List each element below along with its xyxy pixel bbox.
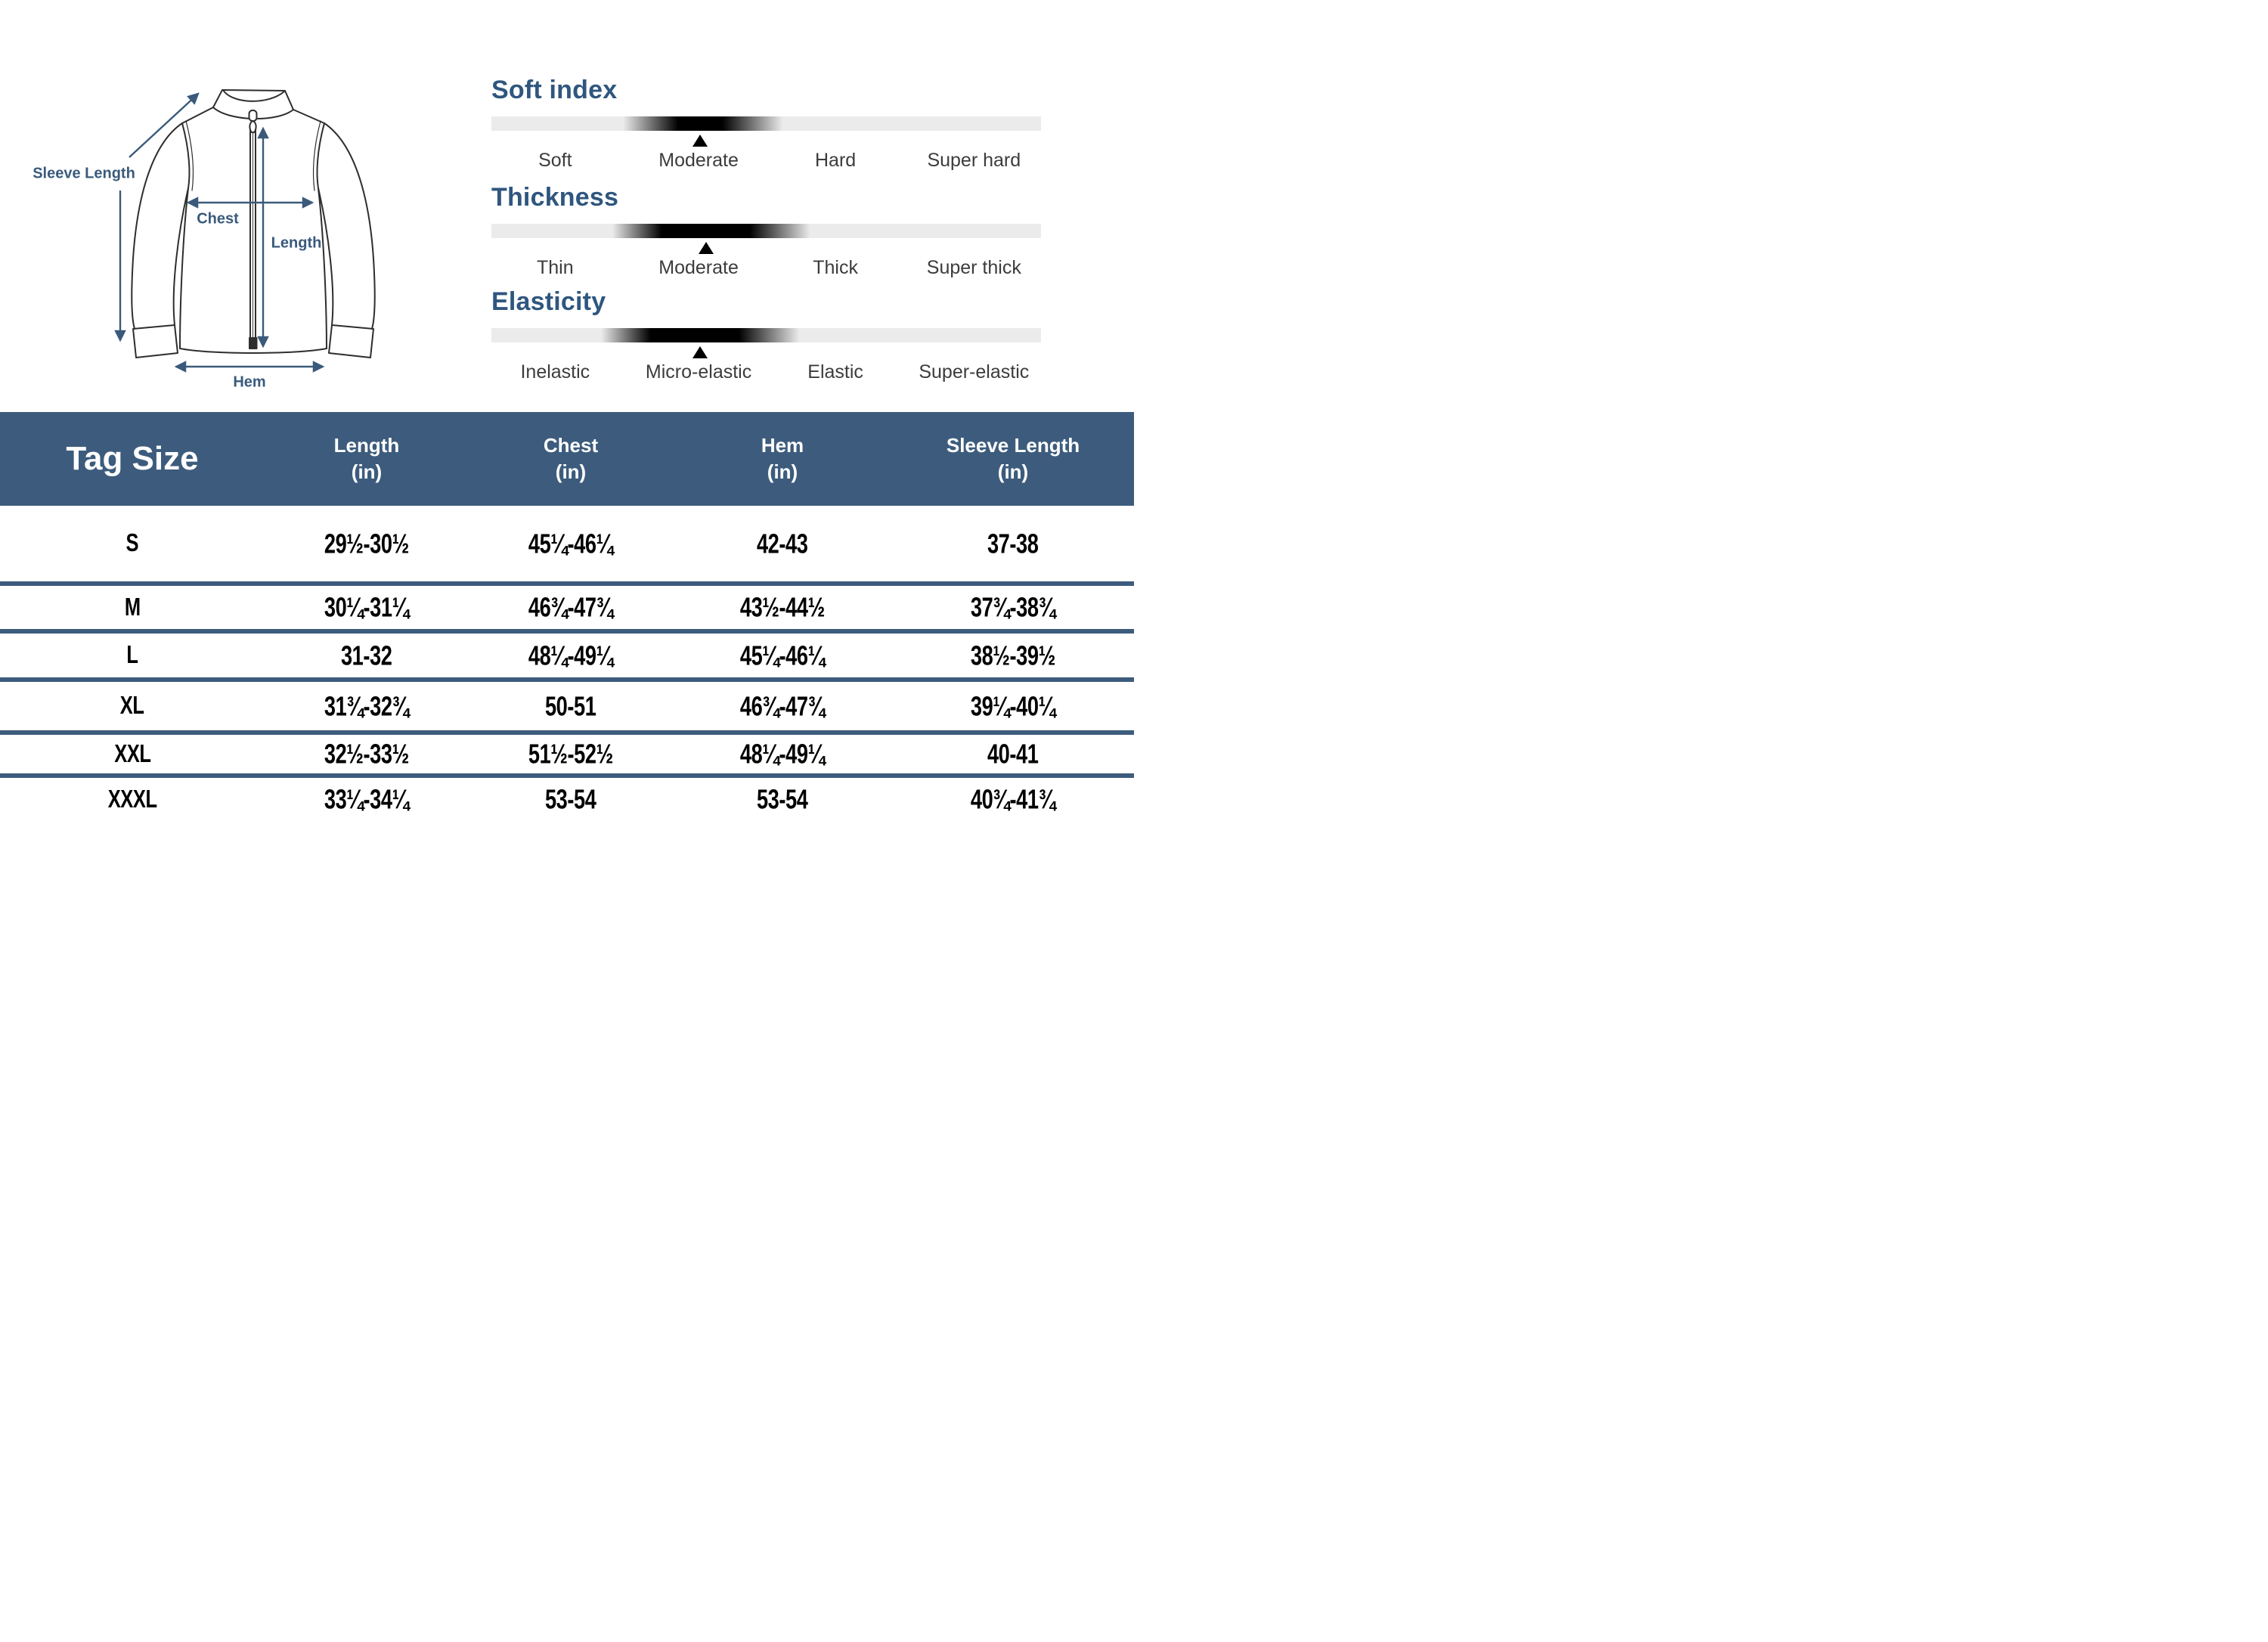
scale-label: Super-elastic xyxy=(919,361,1030,383)
cell-sleeve-length: 37-38 xyxy=(987,528,1039,559)
cell-length: 31-32 xyxy=(341,640,392,671)
table-row-xxl: XXL 32½-33½ 51½-52½ 48¼-49¼ 40-41 xyxy=(0,730,1134,773)
scale-label: Soft xyxy=(538,150,572,171)
cell-sleeve-length: 38½-39½ xyxy=(971,640,1055,671)
size-chart-page: Sleeve Length Chest Length Hem Soft inde… xyxy=(0,0,1134,821)
cell-tag-size: XXXL xyxy=(107,785,157,813)
cell-tag-size: L xyxy=(126,640,138,669)
scale-label: Hard xyxy=(815,150,857,171)
cell-tag-size: S xyxy=(125,528,139,557)
cell-hem: 48¼-49¼ xyxy=(740,738,825,770)
marker-arrow-icon xyxy=(692,135,708,147)
column-header-hem: Hem (in) xyxy=(761,433,804,483)
cell-chest: 48¼-49¼ xyxy=(528,640,613,671)
diagram-label-chest: Chest xyxy=(197,210,239,228)
jacket-paths xyxy=(131,89,376,358)
cell-hem: 53-54 xyxy=(757,783,808,815)
soft-index-title: Soft index xyxy=(491,76,618,104)
garment-diagram: Sleeve Length Chest Length Hem xyxy=(33,76,476,420)
cell-tag-size: XXL xyxy=(113,739,151,768)
cell-tag-size: M xyxy=(124,593,141,621)
cell-chest: 50-51 xyxy=(545,690,596,721)
elasticity-title: Elasticity xyxy=(491,287,606,316)
column-header-chest: Chest (in) xyxy=(543,433,599,483)
scale-label: Moderate xyxy=(658,257,739,278)
measurement-arrows xyxy=(114,92,325,373)
soft-index-scale-bar xyxy=(491,116,1041,131)
column-header-sleeve-length: Sleeve Length (in) xyxy=(946,433,1080,483)
scale-label: Super thick xyxy=(926,257,1021,278)
table-row-xl: XL 31¾-32¾ 50-51 46¾-47¾ 39¼-40¼ xyxy=(0,677,1134,730)
scale-label: Micro-elastic xyxy=(645,361,752,383)
cell-sleeve-length: 37¾-38¾ xyxy=(971,591,1055,623)
column-header-length: Length (in) xyxy=(333,433,400,483)
cell-hem: 45¼-46¼ xyxy=(740,640,825,671)
column-header-tag-size: Tag Size xyxy=(66,440,199,477)
thickness-labels: Thin Moderate Thick Super thick xyxy=(491,257,1041,281)
scale-label: Inelastic xyxy=(520,361,590,383)
scale-label: Elastic xyxy=(807,361,863,383)
scale-label: Super hard xyxy=(927,150,1021,171)
elasticity-labels: Inelastic Micro-elastic Elastic Super-el… xyxy=(491,361,1041,386)
soft-index-labels: Soft Moderate Hard Super hard xyxy=(491,150,1041,174)
cell-chest: 53-54 xyxy=(545,783,596,815)
table-row-m: M 30¼-31¼ 46¾-47¾ 43½-44½ 37¾-38¾ xyxy=(0,581,1134,629)
cell-length: 31¾-32¾ xyxy=(324,690,409,721)
cell-length: 29½-30½ xyxy=(324,528,409,559)
scale-label: Moderate xyxy=(658,150,739,171)
thickness-title: Thickness xyxy=(491,183,619,212)
diagram-label-hem: Hem xyxy=(233,373,266,391)
cell-hem: 42-43 xyxy=(757,528,808,559)
marker-arrow-icon xyxy=(698,242,714,254)
sleeve-diagonal-arrow xyxy=(129,92,200,158)
elasticity-section: Elasticity Inelastic Micro-elastic Elast… xyxy=(491,289,1041,389)
cell-sleeve-length: 40-41 xyxy=(987,738,1039,770)
soft-index-section: Soft index Soft Moderate Hard Super hard xyxy=(491,77,1041,177)
cell-chest: 45¼-46¼ xyxy=(528,528,613,559)
cell-hem: 43½-44½ xyxy=(740,591,825,623)
size-table: Tag Size Length (in) Chest (in) Hem (in)… xyxy=(0,412,1134,821)
cell-chest: 46¾-47¾ xyxy=(528,591,613,623)
cell-length: 32½-33½ xyxy=(324,738,409,770)
table-row-s: S 29½-30½ 45¼-46¼ 42-43 37-38 xyxy=(0,506,1134,581)
scale-label: Thick xyxy=(813,257,858,278)
cell-length: 30¼-31¼ xyxy=(324,591,409,623)
diagram-label-length: Length xyxy=(271,234,322,252)
cell-sleeve-length: 39¼-40¼ xyxy=(971,690,1055,721)
elasticity-scale-bar xyxy=(491,328,1041,342)
marker-arrow-icon xyxy=(692,346,708,358)
table-row-l: L 31-32 48¼-49¼ 45¼-46¼ 38½-39½ xyxy=(0,629,1134,677)
cell-tag-size: XL xyxy=(120,691,144,720)
table-row-xxxl: XXXL 33¼-34¼ 53-54 53-54 40¾-41¾ xyxy=(0,773,1134,821)
jacket-outline-illustration xyxy=(114,89,376,373)
cell-length: 33¼-34¼ xyxy=(324,783,409,815)
cell-hem: 46¾-47¾ xyxy=(740,690,825,721)
cell-sleeve-length: 40¾-41¾ xyxy=(971,783,1055,815)
diagram-label-sleeve-length: Sleeve Length xyxy=(33,165,135,182)
thickness-scale-bar xyxy=(491,224,1041,238)
cell-chest: 51½-52½ xyxy=(528,738,613,770)
thickness-section: Thickness Thin Moderate Thick Super thic… xyxy=(491,184,1041,284)
scale-label: Thin xyxy=(537,257,574,278)
size-table-header: Tag Size Length (in) Chest (in) Hem (in)… xyxy=(0,412,1134,506)
